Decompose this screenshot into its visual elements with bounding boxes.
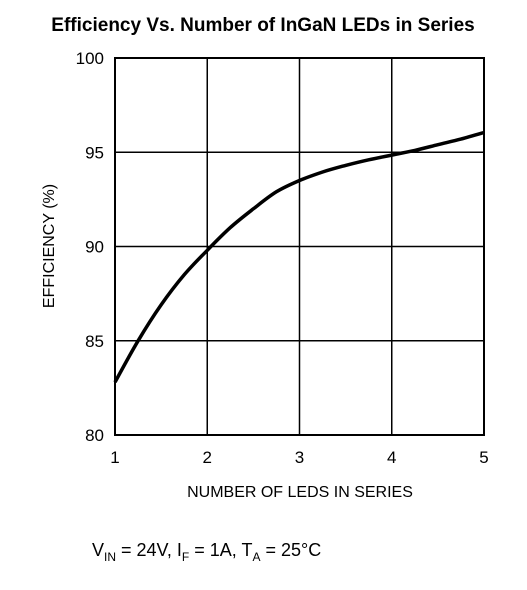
test-conditions: VIN = 24V, IF = 1A, TA = 25°C — [92, 540, 321, 564]
vin-symbol: V — [92, 540, 104, 560]
y-tick-label: 95 — [85, 143, 104, 162]
x-tick-label: 1 — [110, 448, 119, 467]
y-tick-label: 85 — [85, 332, 104, 351]
x-tick-label: 2 — [203, 448, 212, 467]
vin-value: = 24V, — [116, 540, 177, 560]
x-tick-label: 3 — [295, 448, 304, 467]
vin-subscript: IN — [104, 550, 116, 564]
x-axis-label: NUMBER OF LEDS IN SERIES — [187, 484, 413, 501]
y-tick-label: 100 — [76, 49, 104, 68]
if-value: = 1A, — [189, 540, 241, 560]
if-subscript: F — [182, 550, 189, 564]
ta-subscript: A — [252, 550, 260, 564]
y-tick-label: 90 — [85, 238, 104, 257]
ta-value: = 25°C — [261, 540, 322, 560]
chart-title: Efficiency Vs. Number of InGaN LEDs in S… — [51, 15, 474, 36]
x-tick-label: 5 — [479, 448, 488, 467]
efficiency-curve — [113, 130, 485, 384]
x-tick-labels: 1 2 3 4 5 — [110, 448, 488, 467]
x-tick-label: 4 — [387, 448, 396, 467]
series-layer — [113, 130, 485, 384]
if-symbol: I — [177, 540, 182, 560]
ta-symbol: T — [241, 540, 252, 560]
grid — [115, 58, 484, 435]
y-tick-labels: 80 85 90 95 100 — [76, 49, 104, 445]
plot-frame — [114, 57, 485, 436]
y-axis-label: EFFICIENCY (%) — [41, 184, 58, 308]
y-tick-label: 80 — [85, 426, 104, 445]
